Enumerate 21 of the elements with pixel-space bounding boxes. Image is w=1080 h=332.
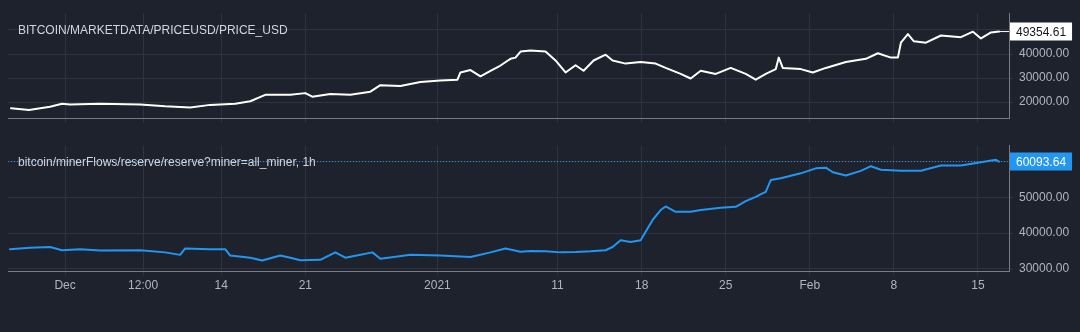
x-tick-label: 25 [719,278,733,293]
y-tick-label: 20000.00 [1019,94,1070,109]
y-tick-label: 50000.00 [1019,189,1070,204]
x-tick-label: 14 [214,278,229,293]
text: bitcoin/minerFlows/reserve/reserve?miner=all_miner, 1h [18,154,316,169]
ref-line-label: 60093.64 [1016,154,1067,169]
x-tick-label: Dec [54,278,76,293]
y-tick-label: 30000.00 [1019,70,1070,85]
x-tick-label: 15 [971,278,985,293]
x-tick-label: 11 [551,278,565,293]
y-tick-label: 30000.00 [1019,261,1070,276]
x-tick-label: 21 [298,278,313,293]
x-tick-label: 8 [890,278,898,293]
x-tick-label: 2021 [424,278,452,293]
x-tick-label: Feb [799,278,821,293]
y-tick-label: 40000.00 [1019,225,1070,240]
annotation: 49354.61 [1016,24,1067,39]
y-tick-label: 40000.00 [1019,46,1070,61]
text: BITCOIN/MARKETDATA/PRICEUSD/PRICE_USD [18,22,288,37]
x-tick-label: 12:00 [128,278,159,293]
x-tick-label: 18 [634,278,649,293]
